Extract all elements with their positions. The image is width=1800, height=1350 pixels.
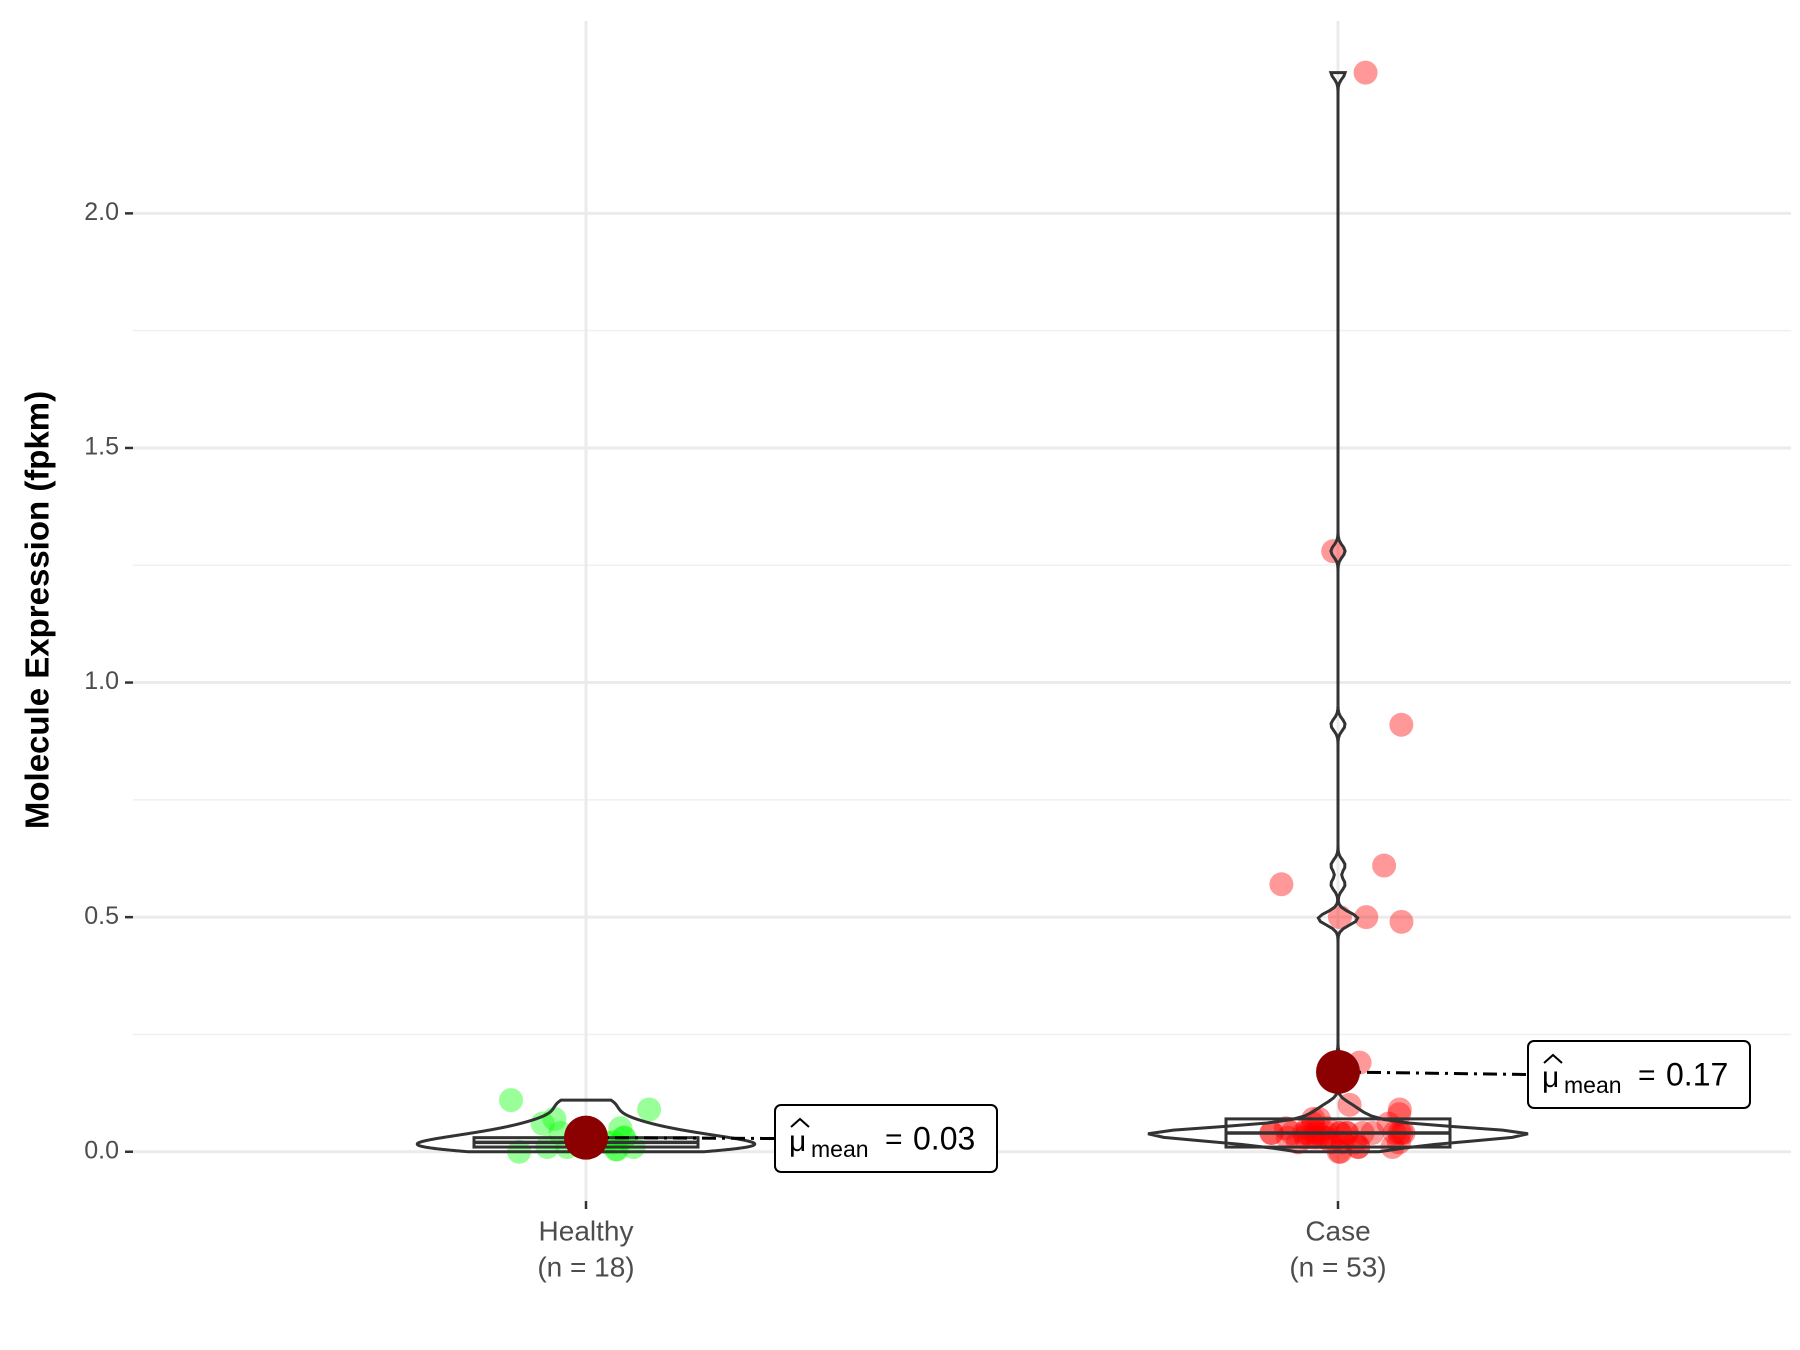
violin [1147,71,1529,1154]
mean-value-label: 0.03 [913,1120,975,1156]
y-tick-label: 1.0 [84,667,119,695]
mean-subscript: mean [811,1136,869,1162]
y-tick-label: 1.5 [84,433,119,461]
x-tick-label: (n = 53) [1289,1251,1386,1282]
data-point [608,1116,633,1141]
mean-point [1316,1049,1360,1094]
data-point [637,1097,662,1122]
x-tick-label: (n = 18) [537,1251,634,1282]
y-tick-label: 0.0 [84,1136,119,1164]
mean-point [564,1115,608,1160]
mean-equals: = [1638,1059,1656,1092]
y-tick-label: 2.0 [84,198,119,226]
violin [415,1098,757,1154]
data-point [1353,60,1378,85]
data-point [499,1088,524,1113]
mean-connector [585,1136,776,1140]
data-point [1389,712,1414,737]
data-point [1354,905,1379,930]
mean-equals: = [885,1123,903,1156]
mu-hat [790,1117,810,1128]
data-point [1389,909,1414,934]
x-tick-label: Case [1305,1215,1370,1246]
mean-symbol: μ [789,1125,806,1158]
mean-subscript: mean [1564,1072,1622,1098]
mean-value-label: 0.17 [1666,1056,1728,1092]
mu-hat [1543,1053,1563,1064]
mean-symbol: μ [1542,1061,1559,1094]
data-point [1372,853,1397,878]
y-tick-label: 0.5 [84,902,119,930]
mean-label-box [774,1104,998,1173]
data-point [1321,539,1346,564]
data-point [1387,1097,1412,1122]
x-tick-label: Healthy [539,1215,634,1246]
mean-label-box [1527,1040,1751,1109]
y-axis-title: Molecule Expression (fpkm) [19,391,56,829]
mean-connector [1337,1070,1529,1076]
data-point [1269,872,1294,897]
